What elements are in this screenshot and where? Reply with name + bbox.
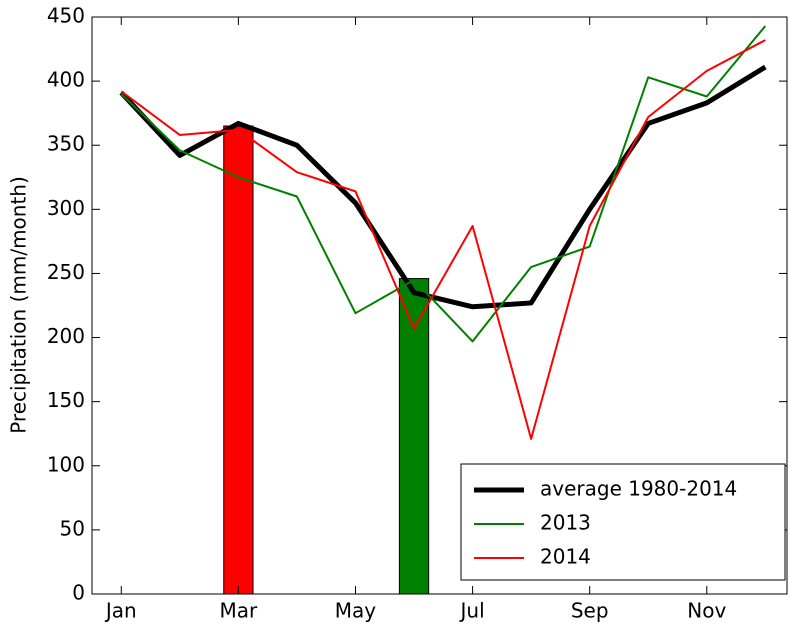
y-tick-label: 400 xyxy=(47,68,85,92)
series-line xyxy=(120,39,766,440)
y-tick-label: 50 xyxy=(60,516,85,540)
bar xyxy=(223,125,254,595)
x-tick-label: Sep xyxy=(571,599,609,623)
y-tick-label: 100 xyxy=(47,452,85,476)
x-tick-label: Mar xyxy=(220,599,259,623)
x-tick-label: Nov xyxy=(687,599,726,623)
series-line xyxy=(120,25,767,343)
y-tick-label: 350 xyxy=(47,132,85,156)
y-tick-label: 150 xyxy=(47,388,85,412)
series-line xyxy=(119,64,767,310)
x-tick-label: May xyxy=(335,599,377,623)
x-tick-label: Jul xyxy=(459,599,485,623)
legend-label: 2013 xyxy=(540,511,591,535)
y-axis-label: Precipitation (mm/month) xyxy=(7,176,31,434)
y-tick-label: 250 xyxy=(47,260,85,284)
y-tick-label: 200 xyxy=(47,324,85,348)
plot-frame xyxy=(91,16,788,595)
y-tick-label: 450 xyxy=(47,4,85,28)
legend-box xyxy=(460,463,786,581)
legend-label: average 1980-2014 xyxy=(540,477,737,501)
legend-label: 2014 xyxy=(540,545,591,569)
bar xyxy=(398,278,430,595)
x-tick-label: Jan xyxy=(104,599,137,623)
y-tick-label: 0 xyxy=(72,581,85,605)
y-tick-label: 300 xyxy=(47,196,85,220)
